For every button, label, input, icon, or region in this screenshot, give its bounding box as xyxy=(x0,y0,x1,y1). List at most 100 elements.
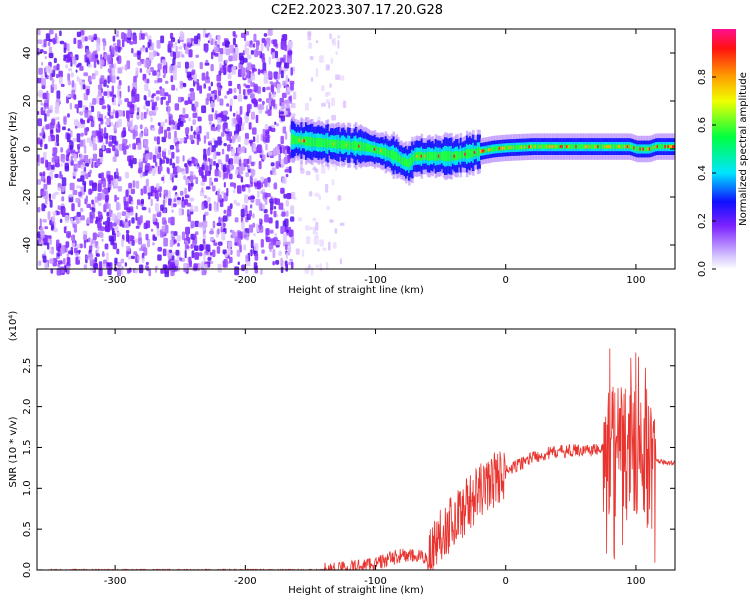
spectrogram-cell xyxy=(179,31,185,41)
spectrogram-cell xyxy=(63,57,66,62)
spectrogram-cell xyxy=(214,177,219,182)
spectrogram-cell xyxy=(144,126,148,134)
spectrogram-cell xyxy=(405,157,408,167)
spectrogram-cell xyxy=(115,45,119,52)
spectrogram-cell xyxy=(159,157,162,166)
spectrogram-cell xyxy=(84,127,88,136)
spectrogram-cell xyxy=(171,209,174,213)
spectrogram-cell xyxy=(139,68,143,73)
spectrogram-cell xyxy=(125,189,129,198)
spectrogram-cell xyxy=(326,261,329,270)
spectrogram-cell xyxy=(127,85,130,93)
spectrogram-cell xyxy=(160,121,165,127)
spectrogram-cell xyxy=(175,144,179,153)
spectrogram-cell xyxy=(111,75,116,84)
spectrogram-cell xyxy=(168,217,172,224)
spectrogram-cell xyxy=(122,39,125,48)
spectrogram-cell xyxy=(227,73,232,80)
spectrogram-cell xyxy=(128,267,132,273)
spectrogram-cell xyxy=(85,162,90,167)
spectrogram-cell xyxy=(199,62,203,70)
spectrogram-cell xyxy=(215,151,221,156)
spectrogram-cell xyxy=(291,102,296,109)
spectrogram-cell xyxy=(229,182,235,187)
spectrogram-cell xyxy=(171,84,176,91)
spectrogram-cell xyxy=(305,225,310,231)
spectrogram-cell xyxy=(124,64,128,71)
spectrogram-cell xyxy=(134,268,138,274)
spectrogram-cell xyxy=(459,150,463,160)
spectrogram-cell xyxy=(196,82,200,91)
spectrogram-cell xyxy=(217,159,222,165)
spectrogram-cell xyxy=(207,196,211,203)
spectrogram-cell xyxy=(206,170,211,177)
spectrogram-cell xyxy=(49,199,53,208)
spectrogram-cell xyxy=(165,157,170,164)
spectrogram-cell xyxy=(132,158,137,165)
spectrogram-cell xyxy=(103,43,106,51)
spectrogram-cell xyxy=(151,165,155,169)
spectrogram-cell xyxy=(553,144,556,149)
spectrogram-cell xyxy=(113,63,117,69)
spectrogram-cell xyxy=(511,146,515,149)
spectrogram-cell xyxy=(298,138,302,142)
spectrogram-cell xyxy=(223,222,226,227)
spectrogram-cell xyxy=(102,99,105,105)
spectrogram-cell xyxy=(291,113,296,117)
spectrogram-cell xyxy=(197,116,202,122)
spectrogram-cell xyxy=(80,215,85,221)
spectrogram-cell xyxy=(276,61,281,68)
spectrogram-cell xyxy=(49,250,53,254)
spectrogram-cell xyxy=(150,185,155,193)
spectrogram-cell xyxy=(116,231,121,237)
spectrogram-cell xyxy=(556,144,559,149)
spectrogram-cell xyxy=(45,33,51,42)
spectrogram-cell xyxy=(44,102,49,107)
spectrogram-cell xyxy=(121,32,125,40)
spectrogram-cell xyxy=(104,226,110,232)
snr-multiplier: (x10⁴) xyxy=(8,311,19,342)
spectrogram-cell xyxy=(38,89,43,98)
spectrogram-cell xyxy=(242,204,246,209)
spectrogram-cell xyxy=(229,98,233,107)
spectrogram-cell xyxy=(332,242,337,249)
spectrogram-cell xyxy=(95,159,101,167)
spectrogram-cell xyxy=(369,144,372,152)
spectrogram-cell xyxy=(152,242,155,246)
spectrogram-cell xyxy=(239,106,243,115)
spectrogram-cell xyxy=(253,144,257,152)
spectrogram-cell xyxy=(255,114,259,124)
spectrogram-cell xyxy=(626,145,630,149)
spectrogram-cell xyxy=(42,219,47,223)
spectrogram-cell xyxy=(183,114,189,119)
spectrogram-cell xyxy=(162,248,167,257)
spectrogram-cell xyxy=(60,245,65,255)
y-tick-label: -20 xyxy=(22,189,33,205)
spectrogram-cell xyxy=(451,152,455,160)
spectrogram-cell xyxy=(51,118,56,126)
spectrogram-cell xyxy=(72,137,77,143)
spectrogram-cell xyxy=(257,190,260,198)
spectrogram-cell xyxy=(93,61,97,68)
spectrogram-cell xyxy=(238,94,243,102)
spectrogram-cell xyxy=(168,149,171,156)
spectrogram-cell xyxy=(175,45,178,52)
spectrogram-cell xyxy=(104,54,107,60)
spectrogram-cell xyxy=(111,97,115,103)
spectrogram-cell xyxy=(415,154,419,158)
spectrogram-cell xyxy=(594,145,597,149)
spectrogram-cell xyxy=(141,206,147,211)
spectrogram-cell xyxy=(283,233,287,242)
spectrogram-cell xyxy=(295,136,299,144)
spectrogram-cell xyxy=(174,174,178,178)
spectrogram-cell xyxy=(216,246,221,254)
spectrogram-cell xyxy=(40,157,45,164)
spectrogram-cell xyxy=(135,225,140,229)
spectrogram-cell xyxy=(288,244,292,253)
spectrogram-cell xyxy=(250,239,254,249)
spectrogram-cell xyxy=(82,230,88,236)
spectrogram-cell xyxy=(171,201,174,209)
spectrogram-cell xyxy=(211,107,214,113)
spectrogram-cell xyxy=(334,139,338,149)
